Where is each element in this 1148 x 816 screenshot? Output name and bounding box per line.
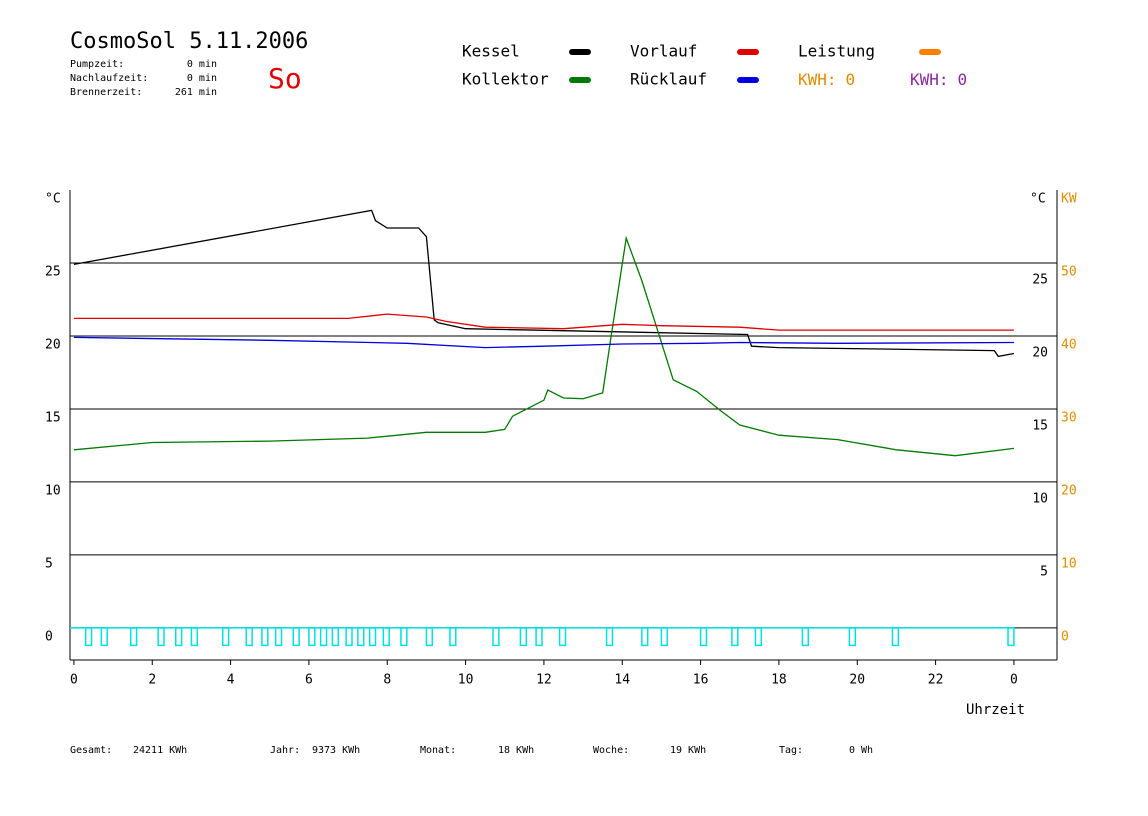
kwh-value: 0: [846, 70, 856, 89]
x-tick-label: 14: [614, 673, 630, 688]
x-tick-label: 2: [148, 673, 156, 688]
y-tick-label: 25: [45, 264, 61, 279]
stat-value: 0 min: [187, 73, 217, 84]
y3-tick-label: 40: [1061, 337, 1077, 352]
footer-value: 19 KWh: [670, 745, 706, 756]
x-tick-label: 8: [383, 673, 391, 688]
stat-value: 0 min: [187, 59, 217, 70]
y3-tick-label: 0: [1061, 629, 1069, 644]
x-tick-label: 12: [536, 673, 552, 688]
y-tick-label: 20: [45, 337, 61, 352]
x-tick-label: 20: [849, 673, 865, 688]
y2-tick-label: 15: [1032, 418, 1048, 433]
legend-label: Rücklauf: [630, 70, 707, 89]
y2-tick-label: 25: [1032, 272, 1048, 287]
series-line: [73, 235, 1014, 457]
y2-tick-label: 10: [1032, 491, 1048, 506]
title: CosmoSol 5.11.2006: [70, 29, 308, 54]
day: So: [268, 62, 302, 95]
stat-label: Nachlaufzeit:: [70, 73, 148, 84]
footer-value: 9373 KWh: [312, 745, 360, 756]
y3-tick-label: 20: [1061, 483, 1077, 498]
y3-tick-label: 10: [1061, 556, 1077, 571]
footer-value: 24211 KWh: [133, 745, 187, 756]
kwh-value: 0: [958, 70, 968, 89]
stat-label: Pumpzeit:: [70, 59, 124, 70]
series-line: [73, 313, 1014, 331]
series-line: [73, 336, 1014, 349]
y-axis-label: °C: [45, 192, 61, 207]
series-line: [73, 209, 1015, 358]
x-tick-label: 22: [928, 673, 944, 688]
x-tick-label: 0: [70, 673, 78, 688]
y2-axis-label: °C: [1030, 192, 1046, 207]
stat-label: Brennerzeit:: [70, 87, 142, 98]
legend-label: Vorlauf: [630, 42, 697, 61]
kwh-label: KWH: 0: [910, 70, 967, 89]
y3-tick-label: 30: [1061, 410, 1077, 425]
x-tick-label: 16: [693, 673, 709, 688]
x-tick-label: 6: [305, 673, 313, 688]
footer-label: Monat:: [420, 745, 456, 756]
legend-label: Leistung: [798, 42, 875, 61]
footer-label: Jahr:: [270, 745, 300, 756]
kwh-label-text: KWH:: [798, 70, 837, 89]
y2-tick-label: 20: [1032, 345, 1048, 360]
stat-value: 261 min: [175, 87, 217, 98]
y-tick-label: 5: [45, 556, 53, 571]
y-tick-label: 0: [45, 629, 53, 644]
y2-tick-label: 5: [1040, 564, 1048, 579]
y-tick-label: 15: [45, 410, 61, 425]
footer-value: 0 Wh: [849, 745, 873, 756]
footer-value: 18 KWh: [498, 745, 534, 756]
legend-label: Kessel: [462, 42, 520, 61]
x-tick-label: 4: [227, 673, 235, 688]
x-axis-label: Uhrzeit: [966, 702, 1025, 718]
kwh-label-text: KWH:: [910, 70, 949, 89]
footer-label: Gesamt:: [70, 745, 112, 756]
kwh-label: KWH: 0: [798, 70, 855, 89]
footer-label: Woche:: [593, 745, 629, 756]
legend-label: Kollektor: [462, 70, 549, 89]
x-tick-label: 18: [771, 673, 787, 688]
footer-label: Tag:: [779, 745, 803, 756]
x-tick-label: 10: [458, 673, 474, 688]
y3-tick-label: 50: [1061, 264, 1077, 279]
x-tick-label: 0: [1010, 673, 1018, 688]
y-tick-label: 10: [45, 483, 61, 498]
y3-axis-label: KW: [1061, 192, 1077, 207]
